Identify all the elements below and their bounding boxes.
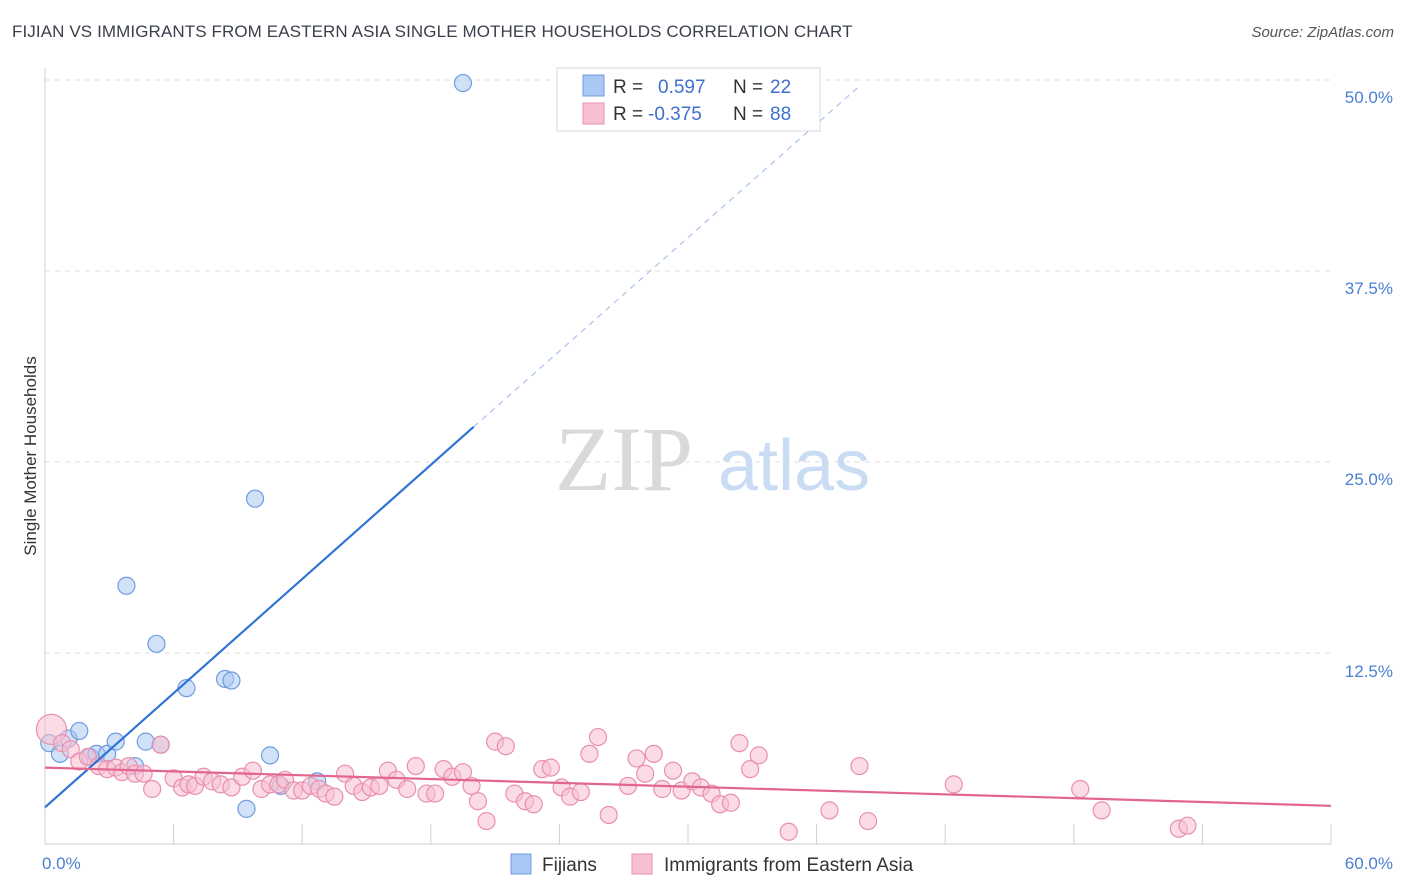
legend-r-value-fijians: 0.597	[658, 77, 706, 98]
bottom-legend-label-eastern-asia: Immigrants from Eastern Asia	[664, 855, 914, 876]
fijian-point	[118, 577, 135, 594]
y-axis-label: Single Mother Households	[21, 356, 40, 555]
eastern-asia-point	[144, 780, 161, 797]
eastern-asia-point	[637, 765, 654, 782]
y-tick-label: 50.0%	[1345, 88, 1393, 107]
bottom-legend-swatch-fijians	[511, 854, 531, 874]
eastern-asia-point	[371, 777, 388, 794]
legend-r-label: R =	[613, 77, 643, 98]
eastern-asia-point	[497, 738, 514, 755]
eastern-asia-point	[750, 747, 767, 764]
eastern-asia-point	[1179, 817, 1196, 834]
bottom-legend-swatch-eastern-asia	[632, 854, 652, 874]
eastern-asia-point	[1072, 780, 1089, 797]
eastern-asia-point	[589, 729, 606, 746]
eastern-asia-point	[326, 788, 343, 805]
eastern-asia-point	[821, 802, 838, 819]
eastern-asia-point	[945, 776, 962, 793]
eastern-asia-point	[654, 780, 671, 797]
eastern-asia-point	[525, 796, 542, 813]
eastern-asia-point	[581, 745, 598, 762]
watermark-atlas: atlas	[718, 426, 870, 506]
eastern-asia-point	[731, 735, 748, 752]
legend-n-label: N =	[733, 77, 763, 98]
watermark-zip: ZIP	[555, 408, 693, 510]
legend-r-label: R =	[613, 104, 643, 125]
legend-swatch-fijians	[583, 75, 604, 96]
eastern-asia-point	[628, 750, 645, 767]
eastern-asia-point	[152, 736, 169, 753]
stats-legend: R = 0.597 N = 22 R = -0.375 N = 88	[557, 68, 820, 131]
eastern-asia-point	[407, 758, 424, 775]
eastern-asia-point	[600, 806, 617, 823]
fijian-point	[148, 635, 165, 652]
fijian-point	[238, 800, 255, 817]
bottom-legend: Fijians Immigrants from Eastern Asia	[511, 854, 914, 876]
eastern-asia-point	[860, 813, 877, 830]
x-tick-label-max: 60.0%	[1345, 854, 1393, 873]
fijian-point	[262, 747, 279, 764]
legend-r-value-eastern-asia: -0.375	[648, 104, 702, 125]
legend-swatch-eastern-asia	[583, 103, 604, 124]
fijian-point	[137, 733, 154, 750]
eastern-asia-point	[645, 745, 662, 762]
fijian-point	[223, 672, 240, 689]
eastern-asia-point	[572, 784, 589, 801]
eastern-asia-point	[542, 759, 559, 776]
eastern-asia-point	[478, 813, 495, 830]
x-tick-label-min: 0.0%	[42, 854, 81, 873]
eastern-asia-point	[427, 785, 444, 802]
eastern-asia-point	[780, 823, 797, 840]
legend-n-label: N =	[733, 104, 763, 125]
fijian-point	[247, 490, 264, 507]
eastern-asia-point	[399, 780, 416, 797]
eastern-asia-point	[135, 765, 152, 782]
bottom-legend-label-fijians: Fijians	[542, 855, 597, 876]
legend-n-value-eastern-asia: 88	[770, 104, 791, 125]
fijian-trend-line	[45, 427, 474, 807]
fijian-point	[71, 722, 88, 739]
eastern-asia-point	[722, 794, 739, 811]
fijian-point	[107, 733, 124, 750]
eastern-asia-point	[664, 762, 681, 779]
scatter-chart: ZIP atlas Single Mother Households 12.5%…	[0, 0, 1406, 892]
eastern-asia-point	[469, 793, 486, 810]
y-tick-label: 37.5%	[1345, 279, 1393, 298]
fijian-trend-extension	[474, 86, 860, 427]
y-tick-label: 12.5%	[1345, 662, 1393, 681]
eastern-asia-point	[851, 758, 868, 775]
fijian-point	[454, 75, 471, 92]
grid-lines	[45, 80, 1331, 653]
legend-n-value-fijians: 22	[770, 77, 791, 98]
eastern-asia-point	[244, 762, 261, 779]
y-tick-label: 25.0%	[1345, 470, 1393, 489]
eastern-asia-point	[1093, 802, 1110, 819]
